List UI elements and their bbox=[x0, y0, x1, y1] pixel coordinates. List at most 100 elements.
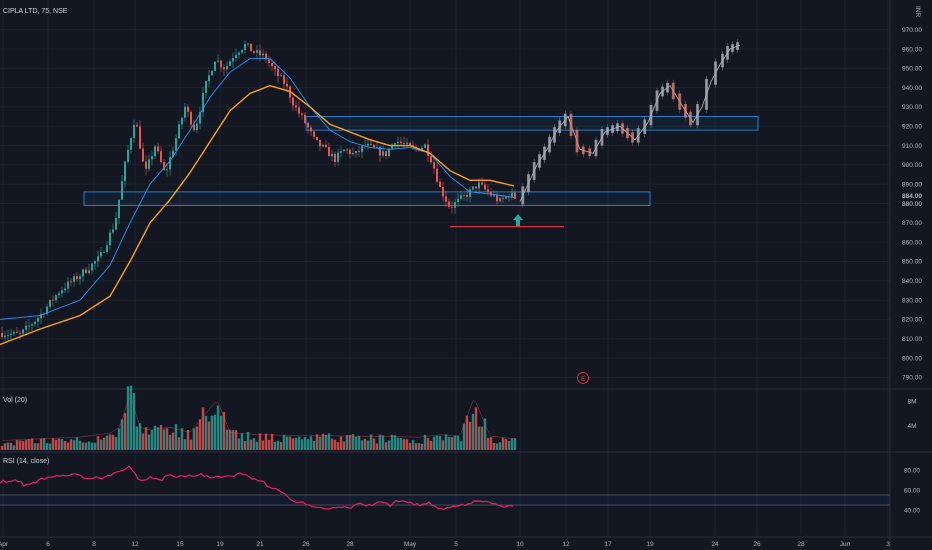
candle-body bbox=[193, 124, 195, 131]
candle-body bbox=[310, 127, 312, 132]
candle-body bbox=[433, 162, 435, 169]
volume-bar bbox=[204, 415, 208, 450]
volume-bar bbox=[378, 434, 382, 450]
candle-body bbox=[436, 168, 438, 182]
rsi-tick-label: 80.00 bbox=[904, 467, 921, 474]
volume-pane-label[interactable]: Vol (20) bbox=[3, 397, 27, 404]
volume-bar bbox=[174, 424, 178, 450]
volume-bar bbox=[360, 440, 364, 450]
volume-bar bbox=[114, 437, 118, 450]
candle-body bbox=[322, 144, 324, 147]
volume-bar bbox=[486, 437, 490, 450]
candle-body bbox=[328, 146, 330, 157]
candle-body bbox=[235, 54, 237, 59]
candle-body bbox=[460, 195, 462, 199]
volume-bar bbox=[54, 439, 58, 450]
candle-body bbox=[475, 186, 477, 189]
volume-bar bbox=[255, 441, 259, 450]
volume-bar bbox=[420, 443, 424, 450]
candle-body bbox=[271, 62, 273, 67]
candle-body bbox=[448, 201, 450, 207]
volume-bar bbox=[6, 442, 10, 450]
candle-body bbox=[196, 123, 198, 131]
candle-body bbox=[373, 144, 375, 148]
volume-bar bbox=[450, 437, 454, 450]
rsi-line bbox=[0, 465, 890, 511]
projection-candle-body bbox=[600, 129, 604, 146]
candle-body bbox=[37, 318, 39, 322]
time-tick-label: 8 bbox=[92, 541, 96, 548]
candle-body bbox=[154, 146, 156, 157]
volume-bar bbox=[183, 439, 187, 450]
volume-bar bbox=[132, 393, 136, 450]
projection-candle-body bbox=[611, 125, 614, 133]
volume-bar bbox=[150, 429, 154, 450]
candle-body bbox=[391, 144, 393, 149]
candle-body bbox=[403, 143, 405, 145]
earnings-event-label: E bbox=[581, 377, 585, 383]
projection-candle-body bbox=[631, 132, 634, 143]
rsi-line bbox=[0, 465, 514, 511]
candle-body bbox=[127, 149, 129, 162]
time-tick-label: 12 bbox=[562, 541, 570, 548]
axes: 790.00800.00810.00820.00830.00840.00850.… bbox=[0, 27, 931, 548]
projection-candle-body bbox=[588, 148, 592, 157]
candle-body bbox=[316, 136, 318, 140]
candle-body bbox=[343, 149, 345, 152]
candle-body bbox=[265, 53, 267, 60]
volume-bar bbox=[447, 436, 451, 450]
time-tick-label: 10 bbox=[516, 541, 524, 548]
volume-bar bbox=[156, 427, 160, 450]
candle-body bbox=[346, 149, 348, 151]
current-price-label: 884.00 bbox=[902, 193, 922, 200]
volume-bar bbox=[261, 440, 265, 450]
rsi-pane-label[interactable]: RSI (14, close) bbox=[3, 458, 49, 465]
projection-candle-body bbox=[553, 127, 556, 143]
price-tick-label: 890.00 bbox=[902, 181, 922, 188]
projection-candle-body bbox=[643, 119, 647, 134]
volume-bar bbox=[15, 439, 19, 450]
price-tick-label: 840.00 bbox=[902, 278, 922, 285]
moving-averages bbox=[0, 58, 515, 346]
candle-body bbox=[469, 189, 471, 197]
volume-bar bbox=[87, 441, 91, 450]
candle-body bbox=[253, 51, 255, 53]
volume-bar bbox=[417, 443, 421, 450]
projection-candle-body bbox=[532, 161, 536, 180]
projection-candle-body bbox=[626, 127, 629, 139]
candle-body bbox=[7, 335, 9, 336]
candle-body bbox=[145, 161, 147, 169]
candle-body bbox=[331, 153, 333, 157]
volume-bar bbox=[168, 434, 172, 450]
candle-body bbox=[85, 269, 87, 274]
volume-bar bbox=[465, 415, 469, 450]
volume-bar bbox=[105, 435, 109, 450]
volume-bar bbox=[195, 426, 199, 450]
price-tick-label: 850.00 bbox=[902, 259, 922, 266]
volume-bar bbox=[348, 435, 352, 450]
candle-body bbox=[184, 106, 186, 118]
candle-body bbox=[304, 114, 306, 123]
volume-bar bbox=[369, 434, 373, 450]
symbol-label[interactable]: CIPLA LTD, 75, NSE bbox=[3, 8, 68, 15]
projection-candle-body bbox=[696, 104, 699, 126]
projection-candle-body bbox=[705, 78, 708, 110]
volume-bar bbox=[219, 415, 223, 450]
candle-body bbox=[142, 148, 144, 162]
candles bbox=[1, 40, 516, 341]
volume-bar bbox=[201, 407, 205, 450]
volume-bar bbox=[93, 442, 97, 450]
rsi-tick-label: 60.00 bbox=[904, 487, 921, 494]
volume-bar bbox=[231, 430, 235, 450]
candle-body bbox=[205, 81, 207, 93]
projection-candle-body bbox=[671, 82, 675, 100]
volume-bar bbox=[18, 440, 22, 450]
volume-bar bbox=[393, 435, 397, 450]
volume-bar bbox=[324, 434, 328, 450]
volume-bar bbox=[330, 438, 334, 450]
candle-body bbox=[106, 245, 108, 253]
earnings-event-icon[interactable] bbox=[577, 372, 589, 384]
candle-body bbox=[199, 112, 201, 124]
projection-candle-body bbox=[521, 186, 525, 205]
